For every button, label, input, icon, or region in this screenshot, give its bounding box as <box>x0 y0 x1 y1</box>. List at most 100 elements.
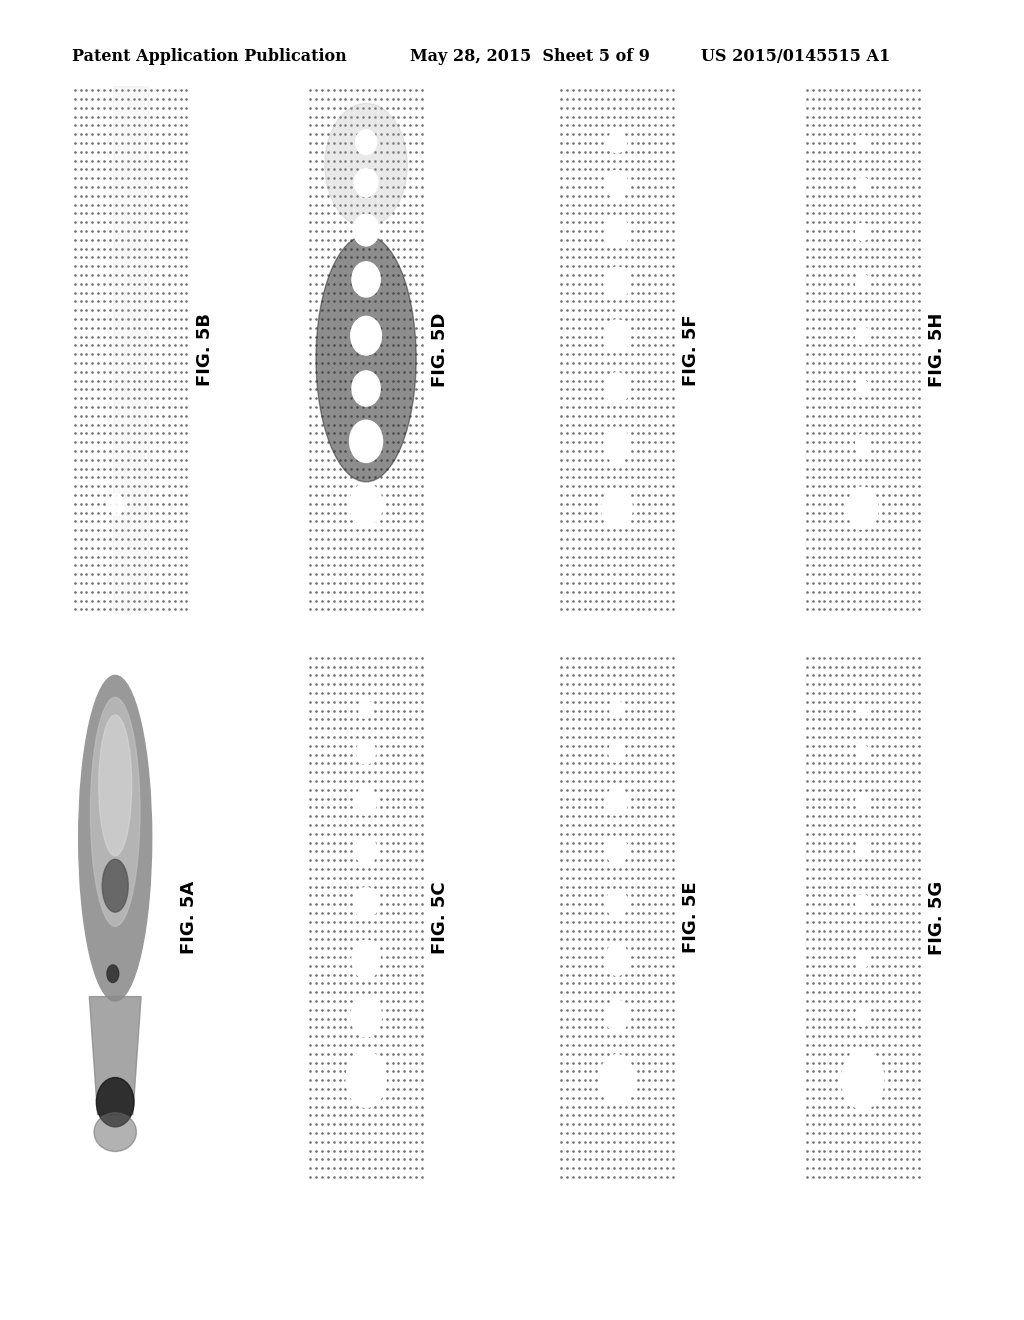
Point <box>658 964 675 985</box>
Point <box>308 726 325 747</box>
Point <box>114 211 130 232</box>
Point <box>876 867 892 888</box>
Point <box>624 458 640 479</box>
Point <box>799 335 815 356</box>
Point <box>148 177 165 198</box>
Point <box>822 326 839 347</box>
Point <box>876 1061 892 1082</box>
Point <box>904 805 921 826</box>
Point <box>594 1026 610 1047</box>
Point <box>343 929 359 950</box>
Point <box>600 1140 616 1162</box>
Point <box>559 194 575 215</box>
Point <box>799 771 815 792</box>
Point <box>131 590 147 611</box>
Point <box>302 867 318 888</box>
Point <box>570 115 587 136</box>
Point <box>78 590 94 611</box>
Point <box>396 79 413 100</box>
Point <box>635 964 651 985</box>
Point <box>805 362 821 383</box>
Point <box>816 352 833 374</box>
Point <box>373 290 389 312</box>
Point <box>125 124 141 145</box>
Point <box>899 203 915 224</box>
Point <box>349 362 366 383</box>
Point <box>319 788 336 809</box>
Point <box>863 990 880 1011</box>
Point <box>658 1148 675 1170</box>
Point <box>641 911 657 932</box>
Point <box>349 194 366 215</box>
Point <box>131 256 147 277</box>
Point <box>863 388 880 409</box>
Point <box>402 656 419 677</box>
Point <box>583 158 599 180</box>
Point <box>840 673 856 694</box>
Point <box>617 238 634 259</box>
Point <box>594 432 610 453</box>
Point <box>414 858 430 879</box>
Point <box>887 247 903 268</box>
Point <box>155 502 171 523</box>
Point <box>893 1122 909 1143</box>
Point <box>67 98 83 119</box>
Point <box>308 805 325 826</box>
Point <box>630 106 646 127</box>
Point <box>635 1008 651 1030</box>
Point <box>332 1078 348 1100</box>
Point <box>588 1131 604 1152</box>
Point <box>73 554 89 576</box>
Point <box>302 850 318 871</box>
Point <box>822 841 839 862</box>
Point <box>390 177 407 198</box>
Point <box>887 832 903 853</box>
Point <box>414 1096 430 1117</box>
Point <box>799 1088 815 1109</box>
Point <box>367 220 383 242</box>
Point <box>108 379 124 400</box>
Point <box>588 300 604 321</box>
Point <box>834 256 850 277</box>
Point <box>658 352 675 374</box>
Point <box>302 973 318 994</box>
Point <box>564 405 581 426</box>
Point <box>658 132 675 153</box>
Point <box>308 1078 325 1100</box>
Point <box>857 920 873 941</box>
Point <box>326 779 342 800</box>
Point <box>635 335 651 356</box>
Point <box>899 850 915 871</box>
Point <box>658 467 675 488</box>
Point <box>355 1140 372 1162</box>
Point <box>816 1122 833 1143</box>
Point <box>869 956 886 977</box>
Point <box>583 673 599 694</box>
Point <box>822 929 839 950</box>
Point <box>840 475 856 496</box>
Point <box>302 946 318 968</box>
Point <box>863 158 880 180</box>
Point <box>108 467 124 488</box>
Point <box>302 1069 318 1090</box>
Point <box>665 824 681 845</box>
Point <box>816 422 833 444</box>
Point <box>114 185 130 206</box>
Point <box>360 779 377 800</box>
Point <box>414 599 430 620</box>
Point <box>143 422 160 444</box>
Point <box>846 867 862 888</box>
Point <box>167 273 183 294</box>
Point <box>588 937 604 958</box>
Point <box>840 484 856 506</box>
Point <box>799 850 815 871</box>
Point <box>810 194 826 215</box>
Point <box>373 884 389 906</box>
Point <box>172 414 188 436</box>
Point <box>349 937 366 958</box>
Point <box>828 537 845 558</box>
Point <box>588 850 604 871</box>
Point <box>73 141 89 162</box>
Point <box>570 771 587 792</box>
Point <box>810 762 826 783</box>
